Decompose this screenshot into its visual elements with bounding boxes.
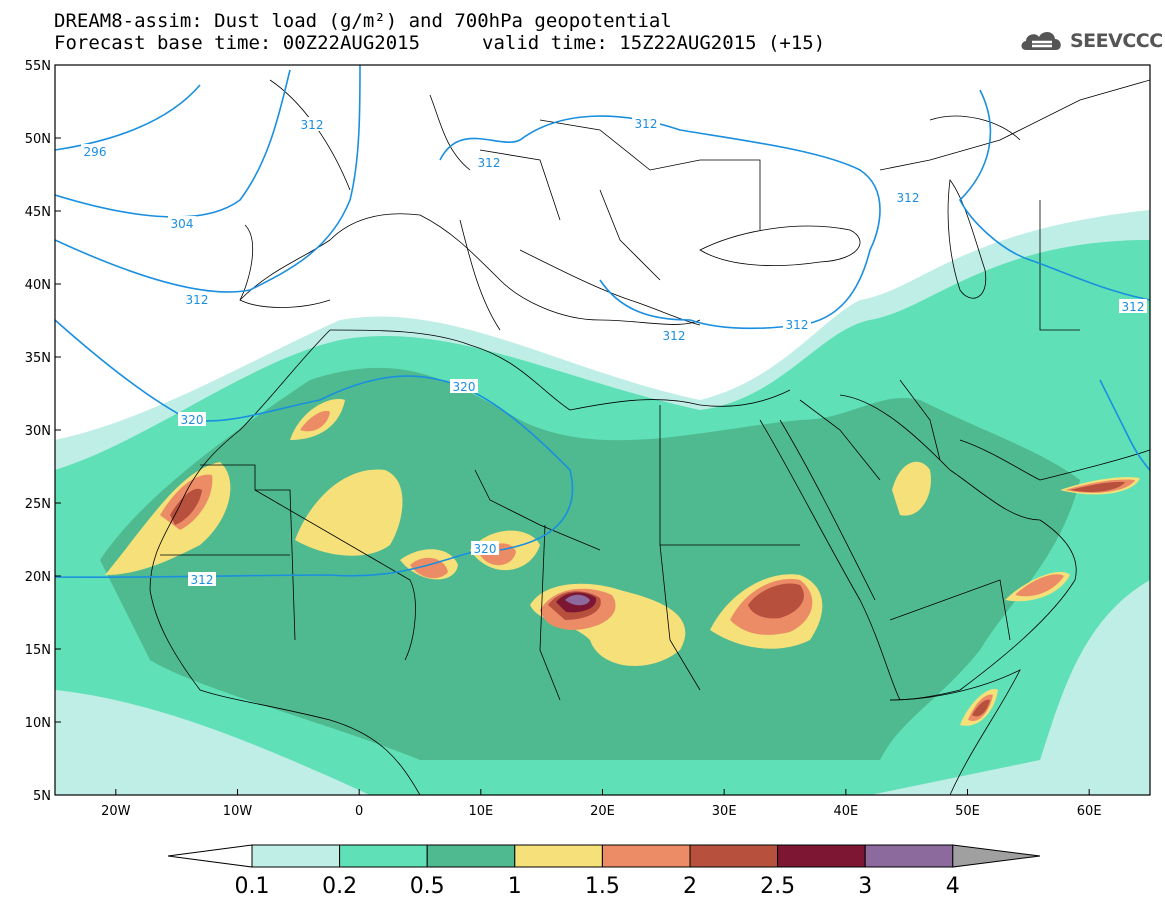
colorbar-label: 0.1 [235,874,270,899]
svg-text:320: 320 [181,413,204,427]
lat-label: 25N [25,497,51,512]
valid-time: valid time: 15Z22AUG2015 (+15) [482,32,826,54]
latitude-axis: 55N 50N 45N 40N 35N 30N 25N 20N 15N 10N 5N [25,59,61,804]
svg-text:312: 312 [186,293,209,307]
svg-text:312: 312 [786,318,809,332]
contour-296 [55,84,201,151]
svg-text:312: 312 [1122,300,1145,314]
contour-312-europe [439,115,881,330]
contour-label: 296 [81,144,109,159]
lon-label: 10W [223,804,253,819]
colorbar-segment [864,844,954,868]
lat-label: 50N [25,132,51,147]
contour-label: 312 [298,117,326,132]
colorbar-segment [514,844,603,868]
colorbar-segment [777,844,866,868]
lat-label: 15N [25,643,51,658]
logo-text: SEEVCCC [1070,30,1163,52]
contour-label: 312 [188,572,216,587]
colorbar-label: 1 [508,874,522,899]
svg-text:312: 312 [663,329,686,343]
colorbar-under-arrow [167,844,253,868]
geopotential-contours [55,65,1150,578]
lon-label: 0 [355,804,363,819]
lat-label: 10N [25,716,51,731]
svg-text:312: 312 [301,118,324,132]
colorbar: 0.1 0.2 0.5 1 1.5 2 2.5 3 4 [167,844,1041,899]
colorbar-over-arrow [952,844,1041,868]
lon-label: 60E [1077,804,1102,819]
contour-label: 312 [632,116,660,131]
contour-320-north [55,319,574,551]
contour-label: 312 [660,328,688,343]
lon-label: 40E [833,804,858,819]
lat-label: 45N [25,205,51,220]
contour-312-west [55,65,361,293]
contour-label: 312 [783,317,811,332]
longitude-axis: 20W 10W 0 10E 20E 30E 40E 50E 60E [101,789,1102,819]
colorbar-segment [339,844,428,868]
lat-label: 5N [33,789,51,804]
svg-text:304: 304 [171,217,194,231]
country-borders [149,79,1150,795]
contour-312-east [959,89,1150,301]
forecast-base-time: Forecast base time: 00Z22AUG2015 [54,32,421,54]
colorbar-label: 2 [683,874,697,899]
map-title: DREAM8-assim: Dust load (g/m²) and 700hP… [54,10,672,32]
contour-label: 312 [475,155,503,170]
svg-text:312: 312 [635,117,658,131]
colorbar-segment [689,844,779,868]
svg-text:320: 320 [474,542,497,556]
colorbar-segment [601,844,691,868]
colorbar-label: 0.2 [322,874,357,899]
lat-label: 30N [25,424,51,439]
colorbar-label: 2.5 [760,874,795,899]
colorbar-label: 0.5 [410,874,445,899]
dust-level-3 [565,594,590,606]
lon-label: 50E [955,804,980,819]
contour-304 [55,69,291,218]
lat-label: 55N [25,59,51,74]
lat-label: 40N [25,278,51,293]
lon-label: 20W [101,804,131,819]
contour-312-iran [1099,379,1150,471]
colorbar-segment [251,844,341,868]
dust-load-shading [55,65,1150,795]
lat-label: 20N [25,570,51,585]
colorbar-label: 3 [858,874,872,899]
lon-label: 30E [712,804,737,819]
lat-label: 35N [25,351,51,366]
contour-label: 320 [450,379,478,394]
contour-labels: 296 304 312 312 312 312 312 312 312 320 320 320 312 3… [81,116,1147,587]
contour-label: 312 [183,292,211,307]
svg-text:312: 312 [897,191,920,205]
seevccc-logo: SEEVCCC [1018,26,1163,56]
colorbar-label: 4 [946,874,960,899]
contour-label: 304 [168,216,196,231]
contour-label: 312 [894,190,922,205]
colorbar-label: 1.5 [585,874,620,899]
contour-label: 312 [1119,299,1147,314]
svg-text:320: 320 [453,380,476,394]
colorbar-segment [426,844,516,868]
lon-label: 10E [468,804,493,819]
contour-label: 320 [471,541,499,556]
contour-320-south [55,549,481,578]
lon-label: 20E [590,804,615,819]
svg-text:312: 312 [478,156,501,170]
dust-level-0.5 [100,367,1080,760]
svg-text:296: 296 [84,145,107,159]
contour-label: 320 [178,412,206,427]
svg-text:312: 312 [191,573,214,587]
cloud-icon [1021,31,1061,50]
